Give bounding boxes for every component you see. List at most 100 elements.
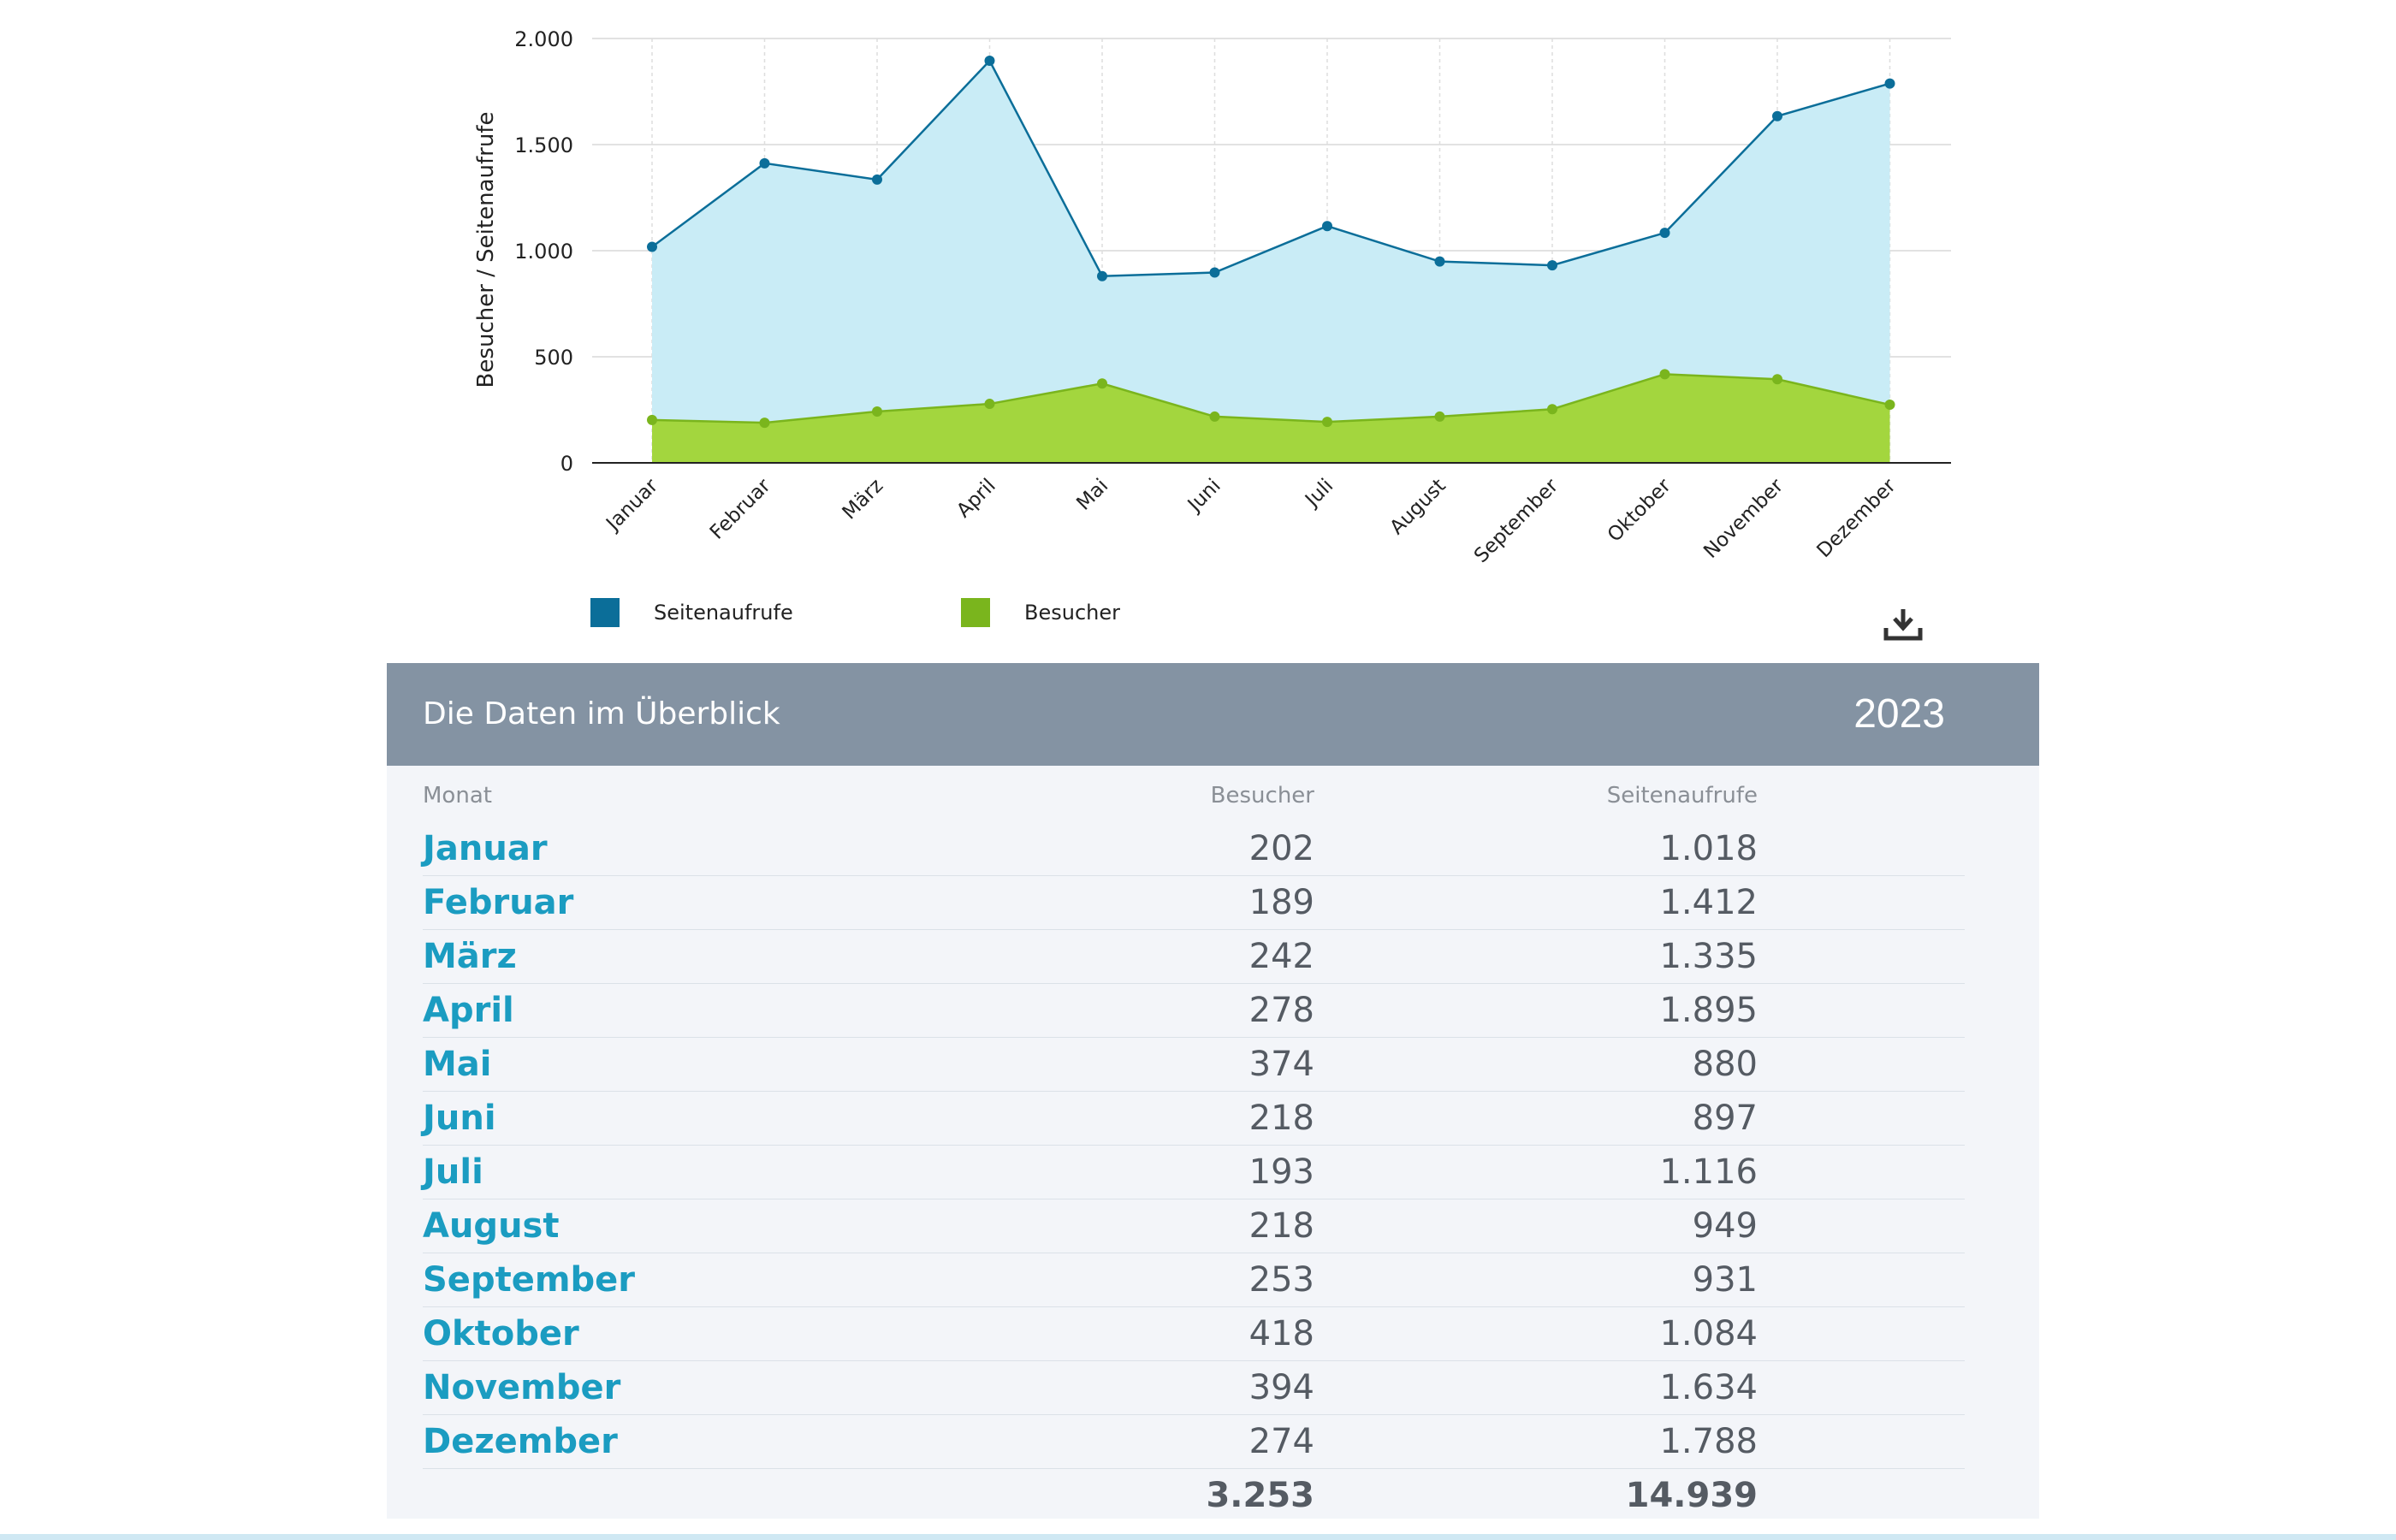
download-icon[interactable] xyxy=(1883,607,1924,642)
table-row: Juli 193 1.116 xyxy=(423,1146,1965,1199)
row-visitors: 218 xyxy=(1248,1206,1314,1246)
row-views: 1.788 xyxy=(1659,1422,1758,1461)
x-tick-label: Mai xyxy=(1072,475,1112,515)
col-header-month: Monat xyxy=(423,783,492,808)
row-month[interactable]: September xyxy=(423,1260,635,1300)
row-views: 1.018 xyxy=(1659,829,1758,868)
row-views: 931 xyxy=(1692,1260,1758,1300)
row-views: 880 xyxy=(1692,1045,1758,1084)
x-tick-label: März xyxy=(839,475,888,524)
y-tick-label: 2.000 xyxy=(514,27,573,51)
data-point-besucher[interactable] xyxy=(1209,411,1220,422)
x-tick-label: August xyxy=(1385,475,1450,539)
data-point-seitenaufrufe[interactable] xyxy=(872,174,882,185)
panel-header: Die Daten im Überblick 2023 xyxy=(387,663,2039,766)
col-header-views: Seitenaufrufe xyxy=(1606,783,1758,808)
legend-item-besucher[interactable]: Besucher xyxy=(961,597,1120,628)
row-month[interactable]: November xyxy=(423,1368,621,1407)
table-body: Januar 202 1.018 Februar 189 1.412 März 242 1.33… xyxy=(423,822,1965,1522)
row-month[interactable]: Februar xyxy=(423,883,574,922)
data-point-seitenaufrufe[interactable] xyxy=(759,157,770,169)
row-month[interactable]: Januar xyxy=(423,829,548,868)
table-row: März 242 1.335 xyxy=(423,930,1965,984)
row-month[interactable]: Oktober xyxy=(423,1314,579,1353)
row-views: 1.335 xyxy=(1659,937,1758,976)
data-point-seitenaufrufe[interactable] xyxy=(1884,78,1895,89)
row-visitors: 242 xyxy=(1248,937,1314,976)
x-tick-label: September xyxy=(1470,474,1563,567)
data-point-besucher[interactable] xyxy=(1322,417,1332,428)
data-point-seitenaufrufe[interactable] xyxy=(1097,270,1107,281)
y-axis-label: Besucher / Seitenaufrufe xyxy=(473,112,499,388)
row-month[interactable]: Juli xyxy=(423,1152,483,1192)
data-point-seitenaufrufe[interactable] xyxy=(1434,256,1445,267)
row-views: 897 xyxy=(1692,1099,1758,1138)
row-views: 1.412 xyxy=(1659,883,1758,922)
data-point-seitenaufrufe[interactable] xyxy=(647,241,657,252)
data-point-besucher[interactable] xyxy=(759,418,770,429)
data-point-besucher[interactable] xyxy=(1884,400,1895,411)
row-visitors: 218 xyxy=(1248,1099,1314,1138)
row-visitors: 418 xyxy=(1248,1314,1314,1353)
table-row: Mai 374 880 xyxy=(423,1038,1965,1092)
data-overview-panel: Die Daten im Überblick 2023 Monat Besuch… xyxy=(387,663,2039,1519)
x-tick-label: Januar xyxy=(601,474,662,536)
series-line-seitenaufrufe xyxy=(651,58,1890,278)
row-visitors: 394 xyxy=(1248,1368,1314,1407)
x-tick-label: April xyxy=(952,475,1000,523)
legend-item-seitenaufrufe[interactable]: Seitenaufrufe xyxy=(590,597,793,628)
x-tick-label: Dezember xyxy=(1812,474,1901,562)
row-month[interactable]: Mai xyxy=(423,1045,492,1084)
row-month[interactable]: Juni xyxy=(423,1099,496,1138)
table-row: November 394 1.634 xyxy=(423,1361,1965,1415)
x-tick-label: Oktober xyxy=(1604,474,1675,546)
table-row: Juni 218 897 xyxy=(423,1092,1965,1146)
data-point-seitenaufrufe[interactable] xyxy=(1547,260,1557,271)
data-point-besucher[interactable] xyxy=(647,414,657,425)
row-month[interactable]: August xyxy=(423,1206,560,1246)
row-visitors: 193 xyxy=(1248,1152,1314,1192)
table-row: Oktober 418 1.084 xyxy=(423,1307,1965,1361)
data-point-besucher[interactable] xyxy=(1547,404,1557,415)
table-row: August 218 949 xyxy=(423,1199,1965,1253)
row-views: 949 xyxy=(1692,1206,1758,1246)
row-month[interactable]: April xyxy=(423,991,514,1030)
data-point-besucher[interactable] xyxy=(1097,378,1107,389)
panel-year: 2023 xyxy=(1853,691,1945,737)
row-month[interactable]: Dezember xyxy=(423,1422,618,1461)
x-tick-label: Februar xyxy=(706,474,775,543)
y-tick-label: 1.000 xyxy=(514,240,573,264)
table-row: September 253 931 xyxy=(423,1253,1965,1307)
row-views: 1.116 xyxy=(1659,1152,1758,1192)
y-tick-label: 500 xyxy=(534,346,573,370)
legend-label-besucher: Besucher xyxy=(1024,601,1120,625)
data-point-besucher[interactable] xyxy=(1434,411,1445,422)
y-tick-label: 0 xyxy=(560,452,573,476)
row-visitors: 189 xyxy=(1248,883,1314,922)
data-point-besucher[interactable] xyxy=(984,399,995,410)
table-header: Monat Besucher Seitenaufrufe xyxy=(423,783,1965,817)
row-views: 1.084 xyxy=(1659,1314,1758,1353)
legend-swatch-besucher xyxy=(961,598,990,627)
data-point-seitenaufrufe[interactable] xyxy=(1659,228,1670,239)
legend-swatch-seitenaufrufe xyxy=(590,598,620,627)
row-month[interactable]: März xyxy=(423,937,517,976)
series-line-besucher xyxy=(651,373,1890,424)
bottom-divider xyxy=(0,1534,2396,1540)
row-visitors: 274 xyxy=(1248,1422,1314,1461)
x-tick-label: Juli xyxy=(1300,475,1337,512)
data-point-seitenaufrufe[interactable] xyxy=(1322,221,1332,232)
data-point-seitenaufrufe[interactable] xyxy=(984,56,995,67)
row-views: 1.634 xyxy=(1659,1368,1758,1407)
table-row: Januar 202 1.018 xyxy=(423,822,1965,876)
area-chart: 0 500 1.000 1.500 2.000 Januar Februar März Apri… xyxy=(473,27,1951,567)
data-point-besucher[interactable] xyxy=(1772,374,1782,385)
col-header-visitors: Besucher xyxy=(1210,783,1314,808)
data-point-seitenaufrufe[interactable] xyxy=(1209,267,1220,278)
data-point-besucher[interactable] xyxy=(1659,369,1670,380)
row-visitors: 278 xyxy=(1248,991,1314,1030)
total-views: 14.939 xyxy=(1625,1476,1758,1515)
data-point-seitenaufrufe[interactable] xyxy=(1772,110,1782,121)
table-row: Dezember 274 1.788 xyxy=(423,1415,1965,1469)
data-point-besucher[interactable] xyxy=(872,406,882,417)
